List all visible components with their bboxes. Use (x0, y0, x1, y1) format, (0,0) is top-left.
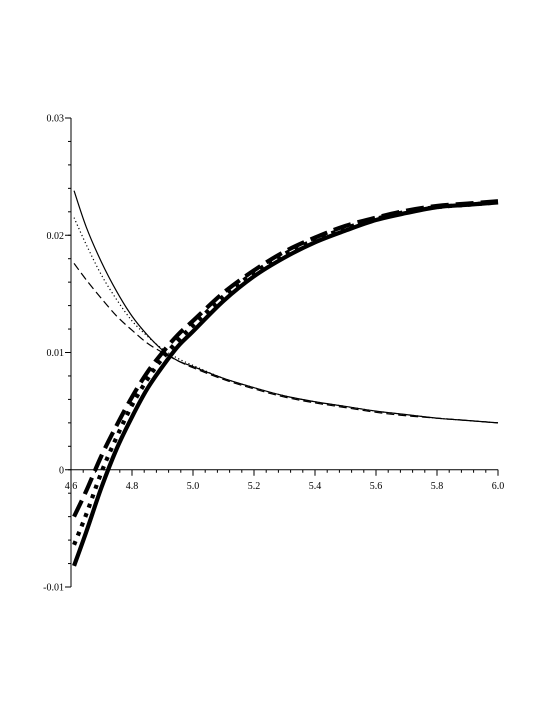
x-tick-label: 5.2 (248, 481, 261, 492)
series-layer (72, 190, 499, 567)
x-tick-label: 4.8 (126, 481, 139, 492)
y-tick-label: -0.01 (43, 583, 64, 594)
y-tick-label: 0.01 (47, 348, 65, 359)
x-tick-label: 6.0 (492, 481, 505, 492)
x-tick-label: 5.4 (309, 481, 322, 492)
series-line-4-thick-solid (72, 200, 499, 567)
axes: -0.01 0 0.01 0.02 0.03 4.6 4.8 5.0 5.2 5.4 5.6 5.8 6… (43, 114, 504, 594)
y-tick-label: 0.03 (47, 114, 65, 125)
series-line-3-thin-dashed (73, 263, 499, 424)
x-tick-label: 4.6 (65, 481, 78, 492)
series-line-5-thick-dotted (72, 200, 499, 546)
x-tick-label: 5.6 (370, 481, 383, 492)
series-line-6-thick-dashed (72, 199, 499, 518)
x-tick-label: 5.8 (431, 481, 444, 492)
y-tick-label: 0 (59, 465, 64, 476)
series-line-2-thin-dotted (73, 217, 499, 424)
series-line-1-thin-solid (73, 190, 499, 424)
y-tick-label: 0.02 (47, 231, 65, 242)
x-tick-label: 5.0 (187, 481, 200, 492)
